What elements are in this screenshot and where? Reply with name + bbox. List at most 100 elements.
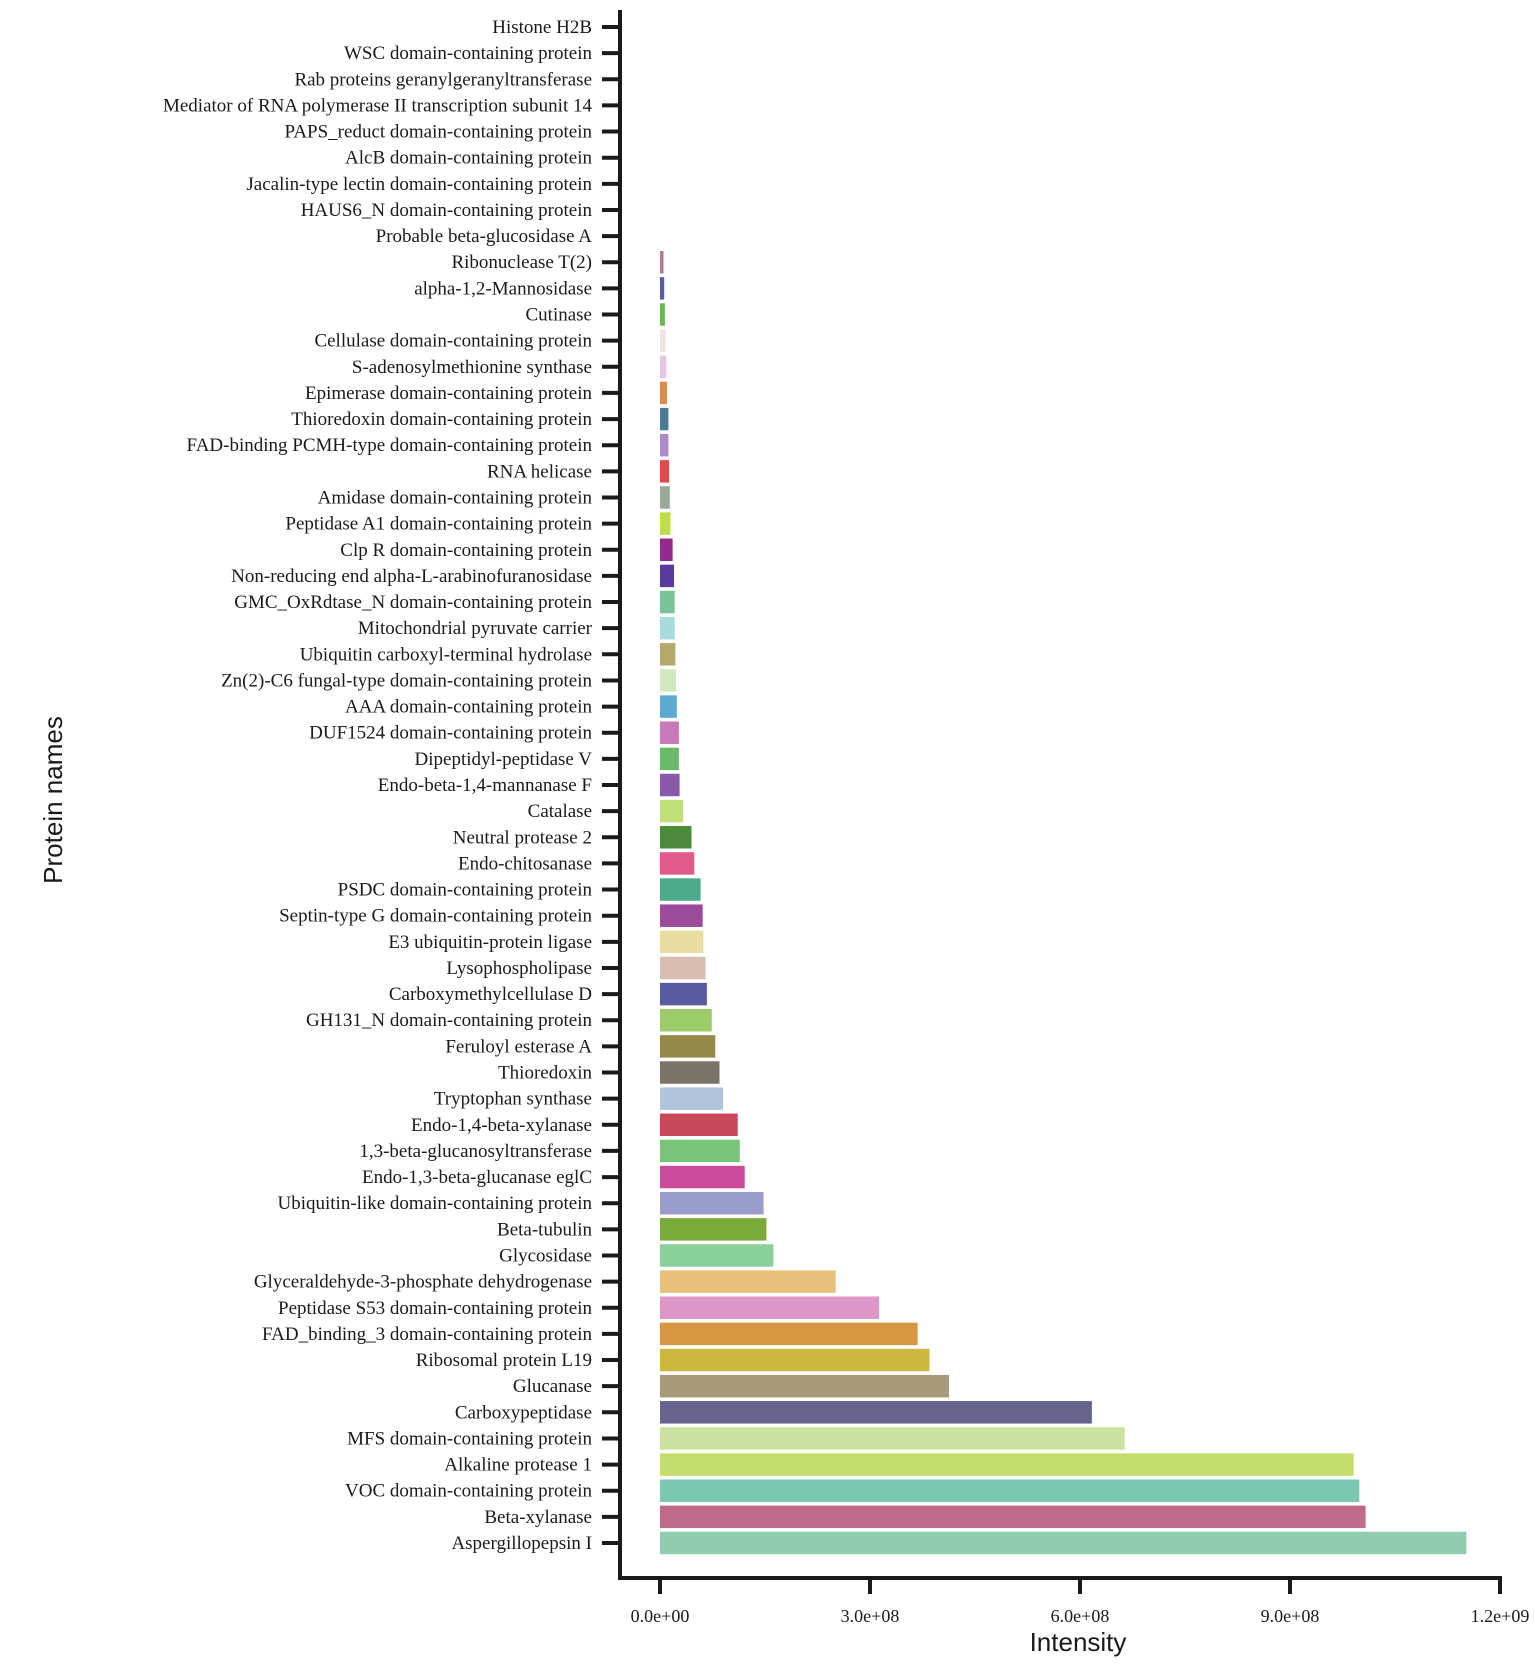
bar	[660, 747, 679, 771]
category-label: Feruloyl esterase A	[445, 1036, 592, 1057]
category-label: PSDC domain-containing protein	[338, 880, 593, 901]
category-label: Mitochondrial pyruvate carrier	[358, 618, 593, 639]
bar	[660, 852, 695, 875]
category-label: S-adenosylmethionine synthase	[352, 357, 592, 378]
bar	[660, 643, 676, 666]
bar	[660, 564, 674, 588]
category-label: Aspergillopepsin I	[451, 1533, 592, 1554]
bar	[660, 1505, 1366, 1529]
category-label: Ubiquitin carboxyl-terminal hydrolase	[300, 644, 592, 665]
bar	[660, 799, 684, 823]
bar	[660, 1296, 880, 1319]
bar	[660, 1244, 774, 1267]
bar	[660, 1348, 930, 1372]
category-label: Rab proteins geranylgeranyltransferase	[294, 69, 592, 90]
category-label: Lysophospholipase	[446, 958, 592, 979]
bar	[660, 1270, 836, 1293]
bar	[660, 303, 665, 326]
category-label: AAA domain-containing protein	[345, 697, 592, 718]
category-label: HAUS6_N domain-containing protein	[301, 200, 593, 221]
x-axis-ticks: 0.0e+00 3.0e+08 6.0e+08 9.0e+08 1.2e+09	[631, 1578, 1530, 1626]
category-label: MFS domain-containing protein	[347, 1428, 592, 1449]
bar	[660, 433, 669, 457]
x-tick-label: 3.0e+08	[841, 1606, 900, 1626]
category-label: Dipeptidyl-peptidase V	[415, 749, 593, 770]
x-tick-label: 0.0e+00	[631, 1606, 690, 1626]
bar	[660, 381, 667, 405]
bar	[660, 329, 666, 352]
category-label: Septin-type G domain-containing protein	[279, 906, 592, 927]
category-label: PAPS_reduct domain-containing protein	[285, 122, 593, 143]
bar	[660, 590, 675, 614]
bar	[660, 773, 680, 797]
category-label: Endo-1,3-beta-glucanase eglC	[362, 1167, 592, 1188]
bar	[660, 1374, 950, 1398]
category-label: RNA helicase	[487, 461, 592, 482]
bar	[660, 1087, 723, 1110]
category-label: Ubiquitin-like domain-containing protein	[278, 1193, 593, 1214]
category-label: GH131_N domain-containing protein	[306, 1010, 593, 1031]
bar	[660, 1035, 716, 1058]
bar	[660, 616, 675, 640]
bar	[660, 1009, 712, 1032]
category-label: FAD_binding_3 domain-containing protein	[262, 1324, 592, 1345]
category-label: Amidase domain-containing protein	[318, 487, 593, 508]
bar	[660, 982, 707, 1006]
category-labels: Histone H2B WSC domain-containing protein…	[163, 17, 593, 1554]
category-label: Ribosomal protein L19	[416, 1350, 592, 1371]
category-label: Catalase	[528, 801, 592, 822]
category-label: GMC_OxRdtase_N domain-containing protein	[234, 592, 592, 613]
category-label: Endo-1,4-beta-xylanase	[411, 1115, 592, 1136]
bar	[660, 1401, 1092, 1424]
category-label: 1,3-beta-glucanosyltransferase	[359, 1141, 592, 1162]
bar	[660, 1531, 1467, 1555]
bar	[660, 251, 664, 274]
category-label: Alkaline protease 1	[444, 1455, 592, 1476]
bar	[660, 721, 679, 744]
category-label: Non-reducing end alpha-L-arabinofuranosi…	[231, 566, 592, 587]
bar	[660, 1139, 740, 1163]
bar	[660, 460, 670, 483]
bar	[660, 826, 692, 849]
category-label: Neutral protease 2	[453, 827, 592, 848]
x-tick-label: 9.0e+08	[1261, 1606, 1320, 1626]
category-label: Endo-beta-1,4-mannanase F	[378, 775, 592, 796]
bar	[660, 1427, 1125, 1450]
bar	[660, 1191, 764, 1215]
category-label: alpha-1,2-Mannosidase	[414, 278, 592, 299]
category-label: Peptidase S53 domain-containing protein	[278, 1298, 592, 1319]
y-axis-title: Protein names	[38, 716, 68, 884]
bar	[660, 277, 665, 300]
category-label: Glycosidase	[499, 1245, 592, 1266]
category-label: Ribonuclease T(2)	[451, 252, 592, 273]
category-label: Zn(2)-C6 fungal-type domain-containing p…	[221, 670, 592, 691]
category-label: VOC domain-containing protein	[345, 1481, 592, 1502]
category-label: DUF1524 domain-containing protein	[309, 723, 592, 744]
x-tick-label: 6.0e+08	[1051, 1606, 1110, 1626]
bar	[660, 407, 669, 431]
category-label: Cellulase domain-containing protein	[314, 331, 592, 352]
category-label: FAD-binding PCMH-type domain-containing …	[187, 435, 593, 456]
bar	[660, 904, 703, 927]
bar	[660, 878, 701, 901]
category-label: Carboxypeptidase	[455, 1402, 592, 1423]
category-label: Endo-chitosanase	[458, 853, 592, 874]
bar	[660, 695, 677, 718]
bars-layer	[660, 251, 1467, 1555]
category-label: E3 ubiquitin-protein ligase	[388, 932, 592, 953]
category-label: Peptidase A1 domain-containing protein	[285, 514, 592, 535]
category-label: Beta-xylanase	[484, 1507, 592, 1528]
category-label: Thioredoxin domain-containing protein	[291, 409, 592, 430]
bar	[660, 956, 706, 980]
y-axis-ticks	[602, 25, 620, 1545]
category-label: Glucanase	[513, 1376, 592, 1397]
bar	[660, 669, 677, 692]
category-label: Beta-tubulin	[497, 1219, 592, 1240]
bar	[660, 930, 704, 954]
x-tick-label: 1.2e+09	[1471, 1606, 1530, 1626]
category-label: Cutinase	[526, 305, 593, 326]
bar	[660, 355, 667, 379]
category-label: Thioredoxin	[498, 1063, 592, 1084]
category-label: Jacalin-type lectin domain-containing pr…	[246, 174, 592, 195]
